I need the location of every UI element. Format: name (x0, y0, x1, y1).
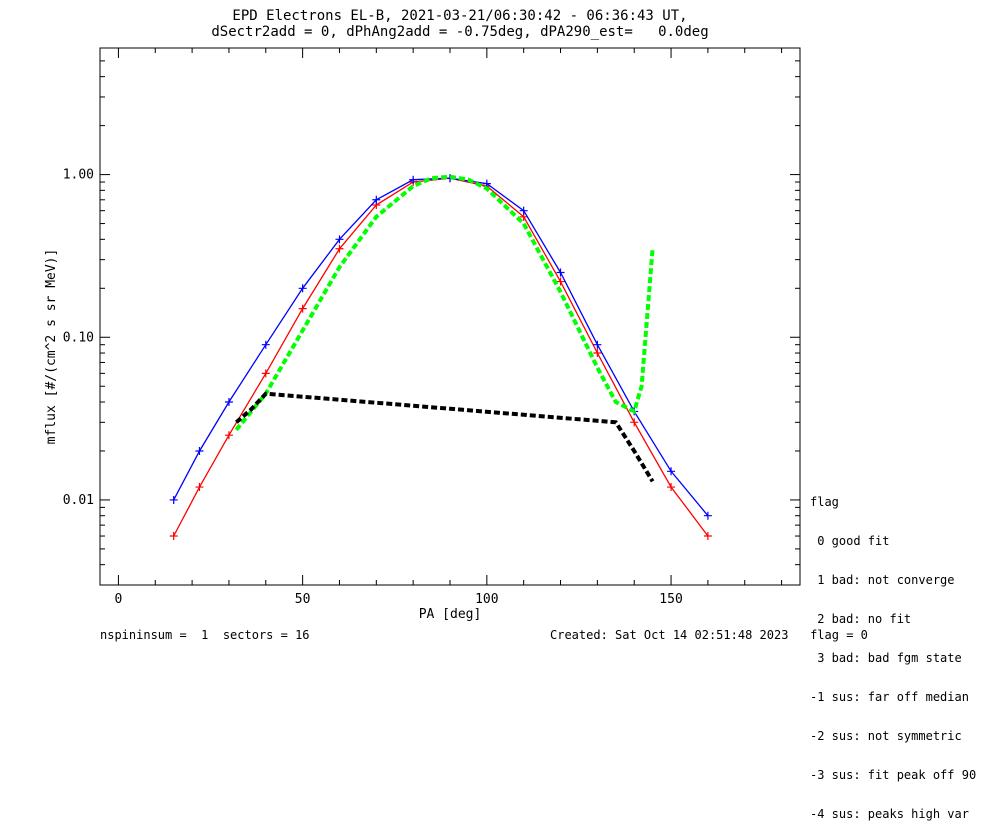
y-axis-label: mflux [#/(cm^2 s sr MeV)] (44, 249, 59, 445)
data-point-red (630, 418, 639, 427)
x-tick-label: 150 (659, 592, 682, 607)
legend-item-peaks-high-var: -4 sus: peaks high var (810, 807, 969, 821)
data-point-blue (224, 397, 233, 406)
data-point-red (261, 369, 270, 378)
y-tick-label: 0.01 (63, 493, 94, 508)
data-point-blue (556, 268, 565, 277)
data-point-blue (261, 340, 270, 349)
chart-title-line-1: EPD Electrons EL-B, 2021-03-21/06:30:42 … (232, 8, 688, 24)
legend-heading: flag (810, 495, 839, 509)
y-tick-label: 0.10 (63, 330, 94, 345)
legend-item-bad-fgm-state: 3 bad: bad fgm state (810, 651, 962, 665)
x-tick-label: 0 (115, 592, 123, 607)
legend-item-no-fit: 2 bad: no fit (810, 612, 912, 626)
legend-item-far-off-median: -1 sus: far off median (810, 690, 969, 704)
plot-frame (99, 47, 801, 586)
x-tick-label: 50 (295, 592, 311, 607)
x-axis-label: PA [deg] (419, 607, 482, 622)
data-point-red (169, 532, 178, 541)
series-line-red (173, 177, 709, 537)
data-point-red (556, 277, 565, 286)
data-point-blue (703, 511, 712, 520)
data-point-red (195, 483, 204, 492)
data-point-red (667, 483, 676, 492)
footer-created-info: Created: Sat Oct 14 02:51:48 2023 flag =… (550, 628, 868, 642)
data-point-blue (372, 195, 381, 204)
data-point-red (335, 244, 344, 253)
data-point-blue (335, 235, 344, 244)
data-point-red (593, 349, 602, 358)
series-line-green (234, 174, 655, 432)
legend-item-not-symmetric: -2 sus: not symmetric (810, 729, 962, 743)
pitch-angle-plot: 0 50 100 150 0.01 0.10 1.00 PA [deg] mflux [#/(c… (44, 47, 801, 622)
data-point-blue (169, 495, 178, 504)
footer-spin-info: nspininsum = 1 sectors = 16 (100, 628, 310, 642)
data-point-blue (667, 467, 676, 476)
data-point-blue (298, 284, 307, 293)
data-point-blue (482, 179, 491, 188)
chart-title-line-2: dSectr2add = 0, dPhAng2add = -0.75deg, d… (211, 24, 709, 40)
data-point-red (298, 304, 307, 313)
data-point-blue (519, 206, 528, 215)
data-point-red (224, 431, 233, 440)
series-line-black (234, 391, 655, 483)
plot-data-area (169, 174, 712, 541)
x-tick-label: 100 (475, 592, 498, 607)
legend-item-fit-peak-off-90: -3 sus: fit peak off 90 (810, 768, 977, 782)
data-point-blue (409, 175, 418, 184)
flag-legend: flag 0 good fit 1 bad: not converge 2 ba… (810, 470, 976, 834)
data-point-blue (593, 340, 602, 349)
series-line-blue (173, 177, 709, 517)
legend-item-not-converge: 1 bad: not converge (810, 573, 955, 587)
data-point-blue (195, 446, 204, 455)
data-point-red (703, 532, 712, 541)
y-tick-label: 1.00 (63, 168, 94, 183)
legend-item-good-fit: 0 good fit (810, 534, 890, 548)
